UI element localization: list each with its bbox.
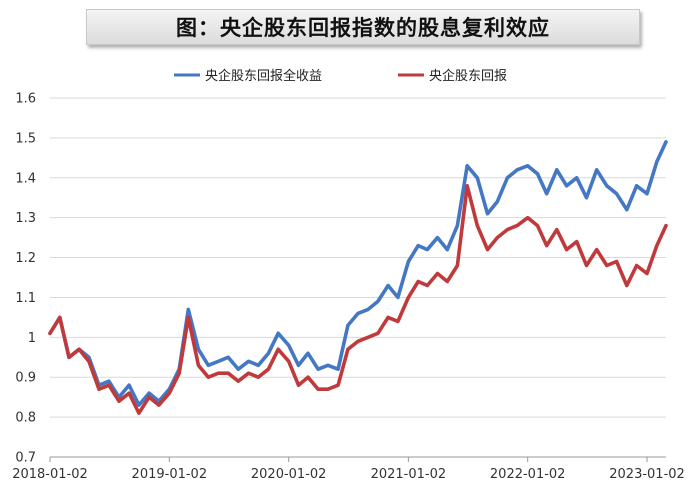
y-tick-label: 0.8 (15, 411, 36, 426)
y-tick-label: 1 (28, 331, 36, 346)
legend-label-return: 央企股东回报 (429, 68, 507, 84)
x-tick-label: 2019-01-02 (132, 467, 208, 482)
y-tick-label: 1.1 (15, 291, 36, 306)
series-line-total-return (48, 140, 668, 407)
y-tick-label: 1.4 (15, 171, 36, 186)
y-tick-label: 0.9 (15, 371, 36, 386)
series-line-return (48, 184, 668, 415)
series-group (48, 140, 668, 415)
y-axis-ticks: 0.7 0.8 0.9 1 1.1 1.2 1.3 1.4 1.5 1.6 (15, 92, 36, 466)
x-tick-label: 2018-01-02 (12, 467, 88, 482)
legend-label-total-return: 央企股东回报全收益 (205, 68, 322, 84)
grid-lines (50, 97, 666, 418)
y-tick-label: 1.2 (15, 251, 36, 266)
y-tick-label: 0.7 (15, 451, 36, 466)
y-tick-label: 1.3 (15, 211, 36, 226)
legend: 央企股东回报全收益 央企股东回报 (174, 68, 507, 84)
x-axis-ticks: 2018-01-02 2019-01-02 2020-01-02 2021-01-02… (12, 457, 685, 482)
x-tick-label: 2022-01-02 (490, 467, 566, 482)
y-tick-label: 1.6 (15, 92, 36, 107)
x-tick-label: 2020-01-02 (251, 467, 327, 482)
chart-title: 图：央企股东回报指数的股息复利效应 (86, 9, 640, 45)
y-tick-label: 1.5 (15, 131, 36, 146)
x-tick-label: 2023-01-02 (609, 467, 685, 482)
x-tick-label: 2021-01-02 (371, 467, 447, 482)
